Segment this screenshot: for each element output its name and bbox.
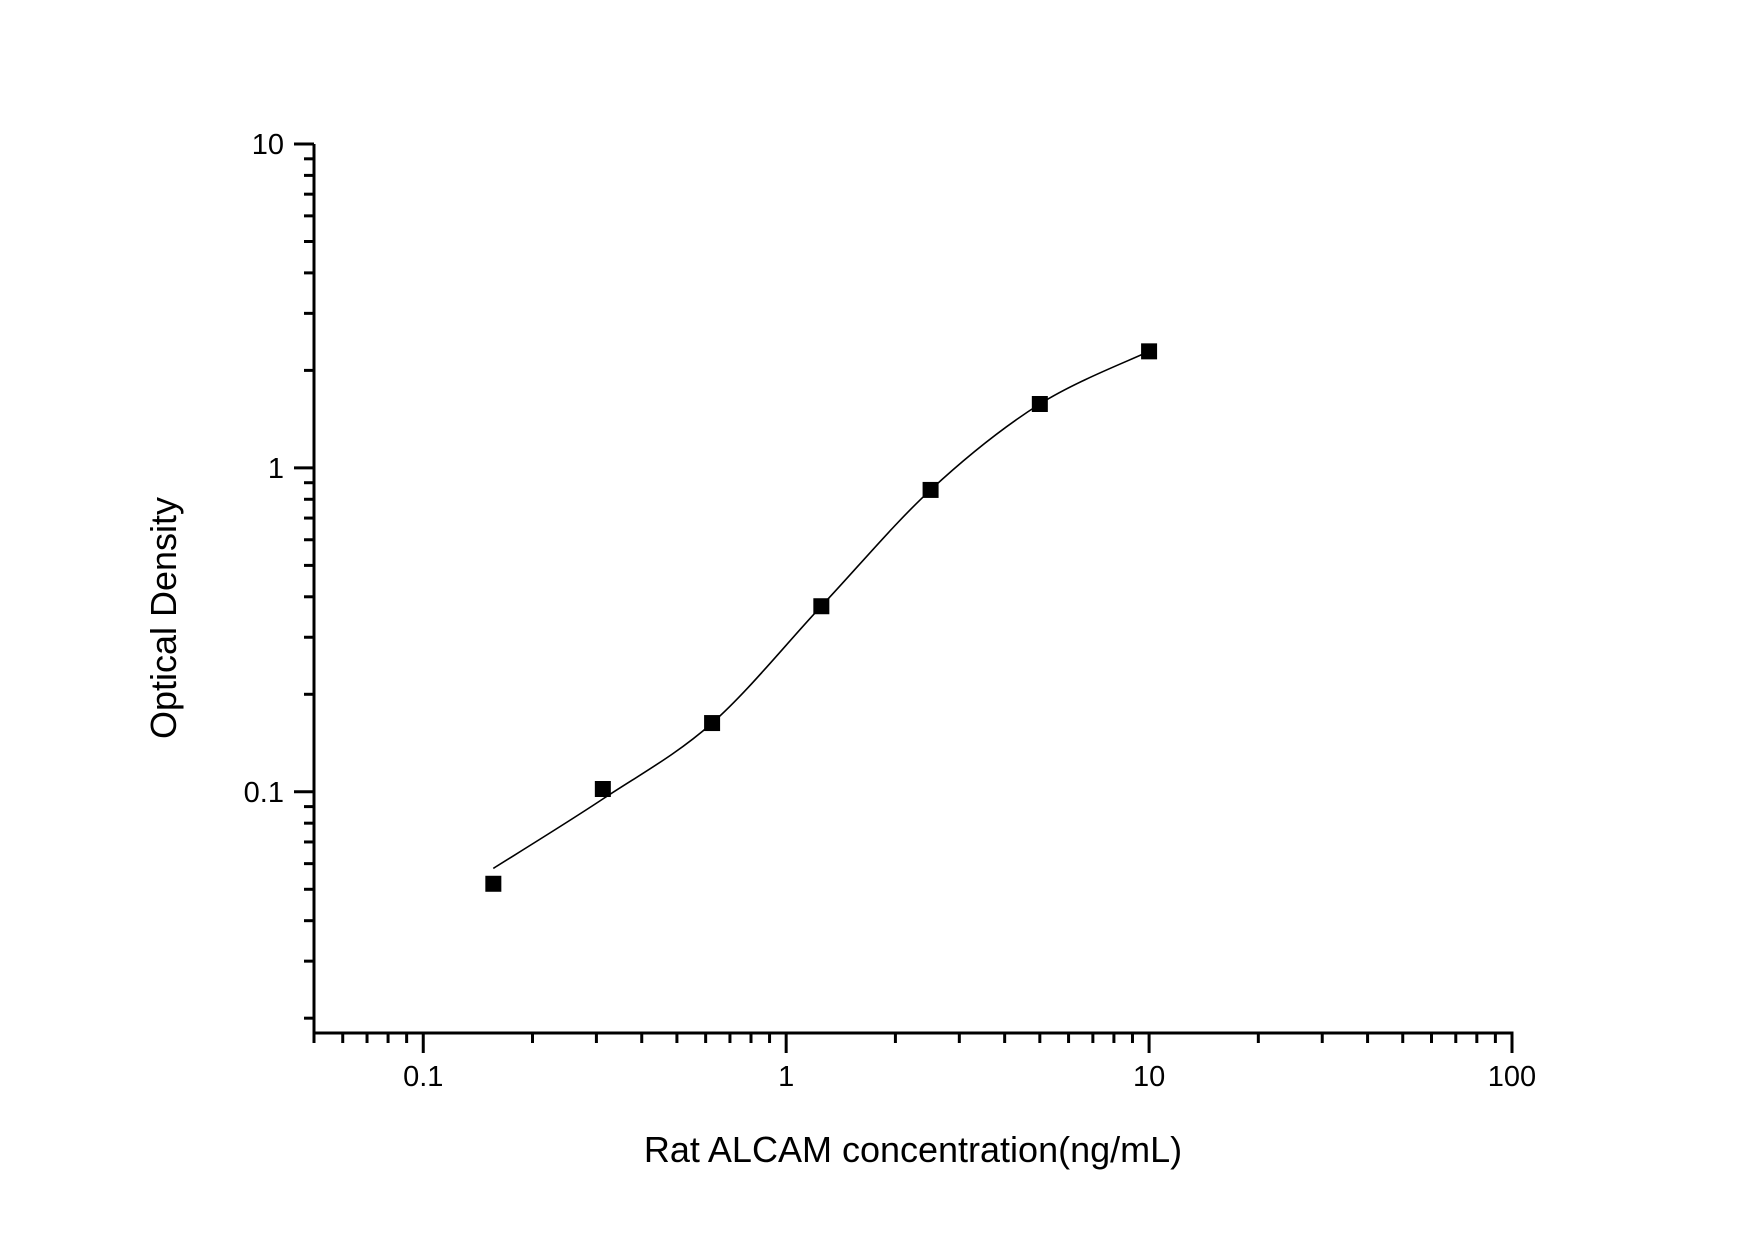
y-axis-title: Optical Density bbox=[143, 497, 184, 739]
data-point-square bbox=[813, 598, 830, 615]
data-point-square bbox=[594, 781, 611, 798]
data-point-square bbox=[1141, 343, 1158, 360]
data-point-square bbox=[1031, 395, 1048, 412]
y-tick-label: 0.1 bbox=[244, 777, 284, 809]
data-points bbox=[485, 343, 1158, 892]
y-tick-label: 10 bbox=[252, 129, 284, 161]
axes bbox=[294, 142, 1514, 1053]
x-tick-label: 10 bbox=[1133, 1061, 1165, 1093]
y-tick-label: 1 bbox=[268, 453, 284, 485]
x-tick-label: 100 bbox=[1488, 1061, 1536, 1093]
x-axis-title: Rat ALCAM concentration(ng/mL) bbox=[644, 1129, 1182, 1170]
y-tick-labels: 0.1 1 10 bbox=[244, 129, 284, 809]
x-tick-labels: 0.1 1 10 100 bbox=[403, 1061, 1536, 1093]
x-tick-label: 1 bbox=[778, 1061, 794, 1093]
data-point-square bbox=[704, 715, 721, 732]
data-point-square bbox=[922, 481, 939, 498]
data-point-square bbox=[485, 875, 502, 892]
x-tick-label: 0.1 bbox=[403, 1061, 443, 1093]
